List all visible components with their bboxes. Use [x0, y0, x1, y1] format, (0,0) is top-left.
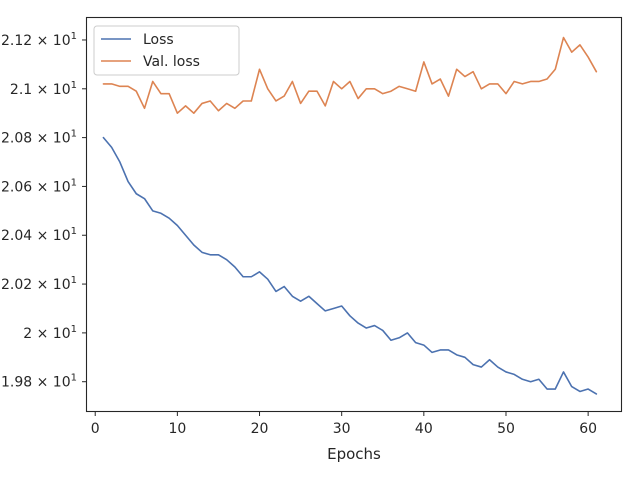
legend-label: Loss: [143, 32, 174, 48]
y-tick-label: 2 × 101: [23, 324, 77, 342]
x-axis-label: Epochs: [327, 445, 381, 463]
series-line-loss: [102, 136, 598, 395]
y-tick-label: 2.02 × 101: [1, 275, 77, 293]
series-layer: [102, 36, 598, 395]
y-tick-label: 2.08 × 101: [1, 129, 77, 147]
x-tick-label: 60: [579, 421, 597, 437]
x-tick-label: 40: [415, 421, 433, 437]
x-tick-label: 20: [251, 421, 269, 437]
x-tick-label: 30: [333, 421, 351, 437]
series-line-val-loss: [102, 36, 598, 114]
x-tick-label: 50: [497, 421, 515, 437]
y-axis: 1.98 × 101 2 × 101 2.02 × 101 2.04 × 101 2.0…: [1, 31, 87, 391]
plot-frame: [85, 16, 623, 413]
y-tick-label: 2.04 × 101: [1, 226, 77, 244]
y-tick-label: 2.1 × 101: [10, 80, 77, 98]
legend: Loss Val. loss: [93, 25, 240, 76]
legend-label: Val. loss: [143, 54, 200, 70]
y-tick-label: 1.98 × 101: [1, 373, 77, 391]
y-tick-label: 2.12 × 101: [1, 31, 77, 49]
x-tick-label: 0: [91, 421, 100, 437]
x-tick-label: 10: [168, 421, 186, 437]
y-tick-label: 2.06 × 101: [1, 177, 77, 195]
x-axis: 0 10 20 30 40 50 60: [91, 411, 597, 437]
